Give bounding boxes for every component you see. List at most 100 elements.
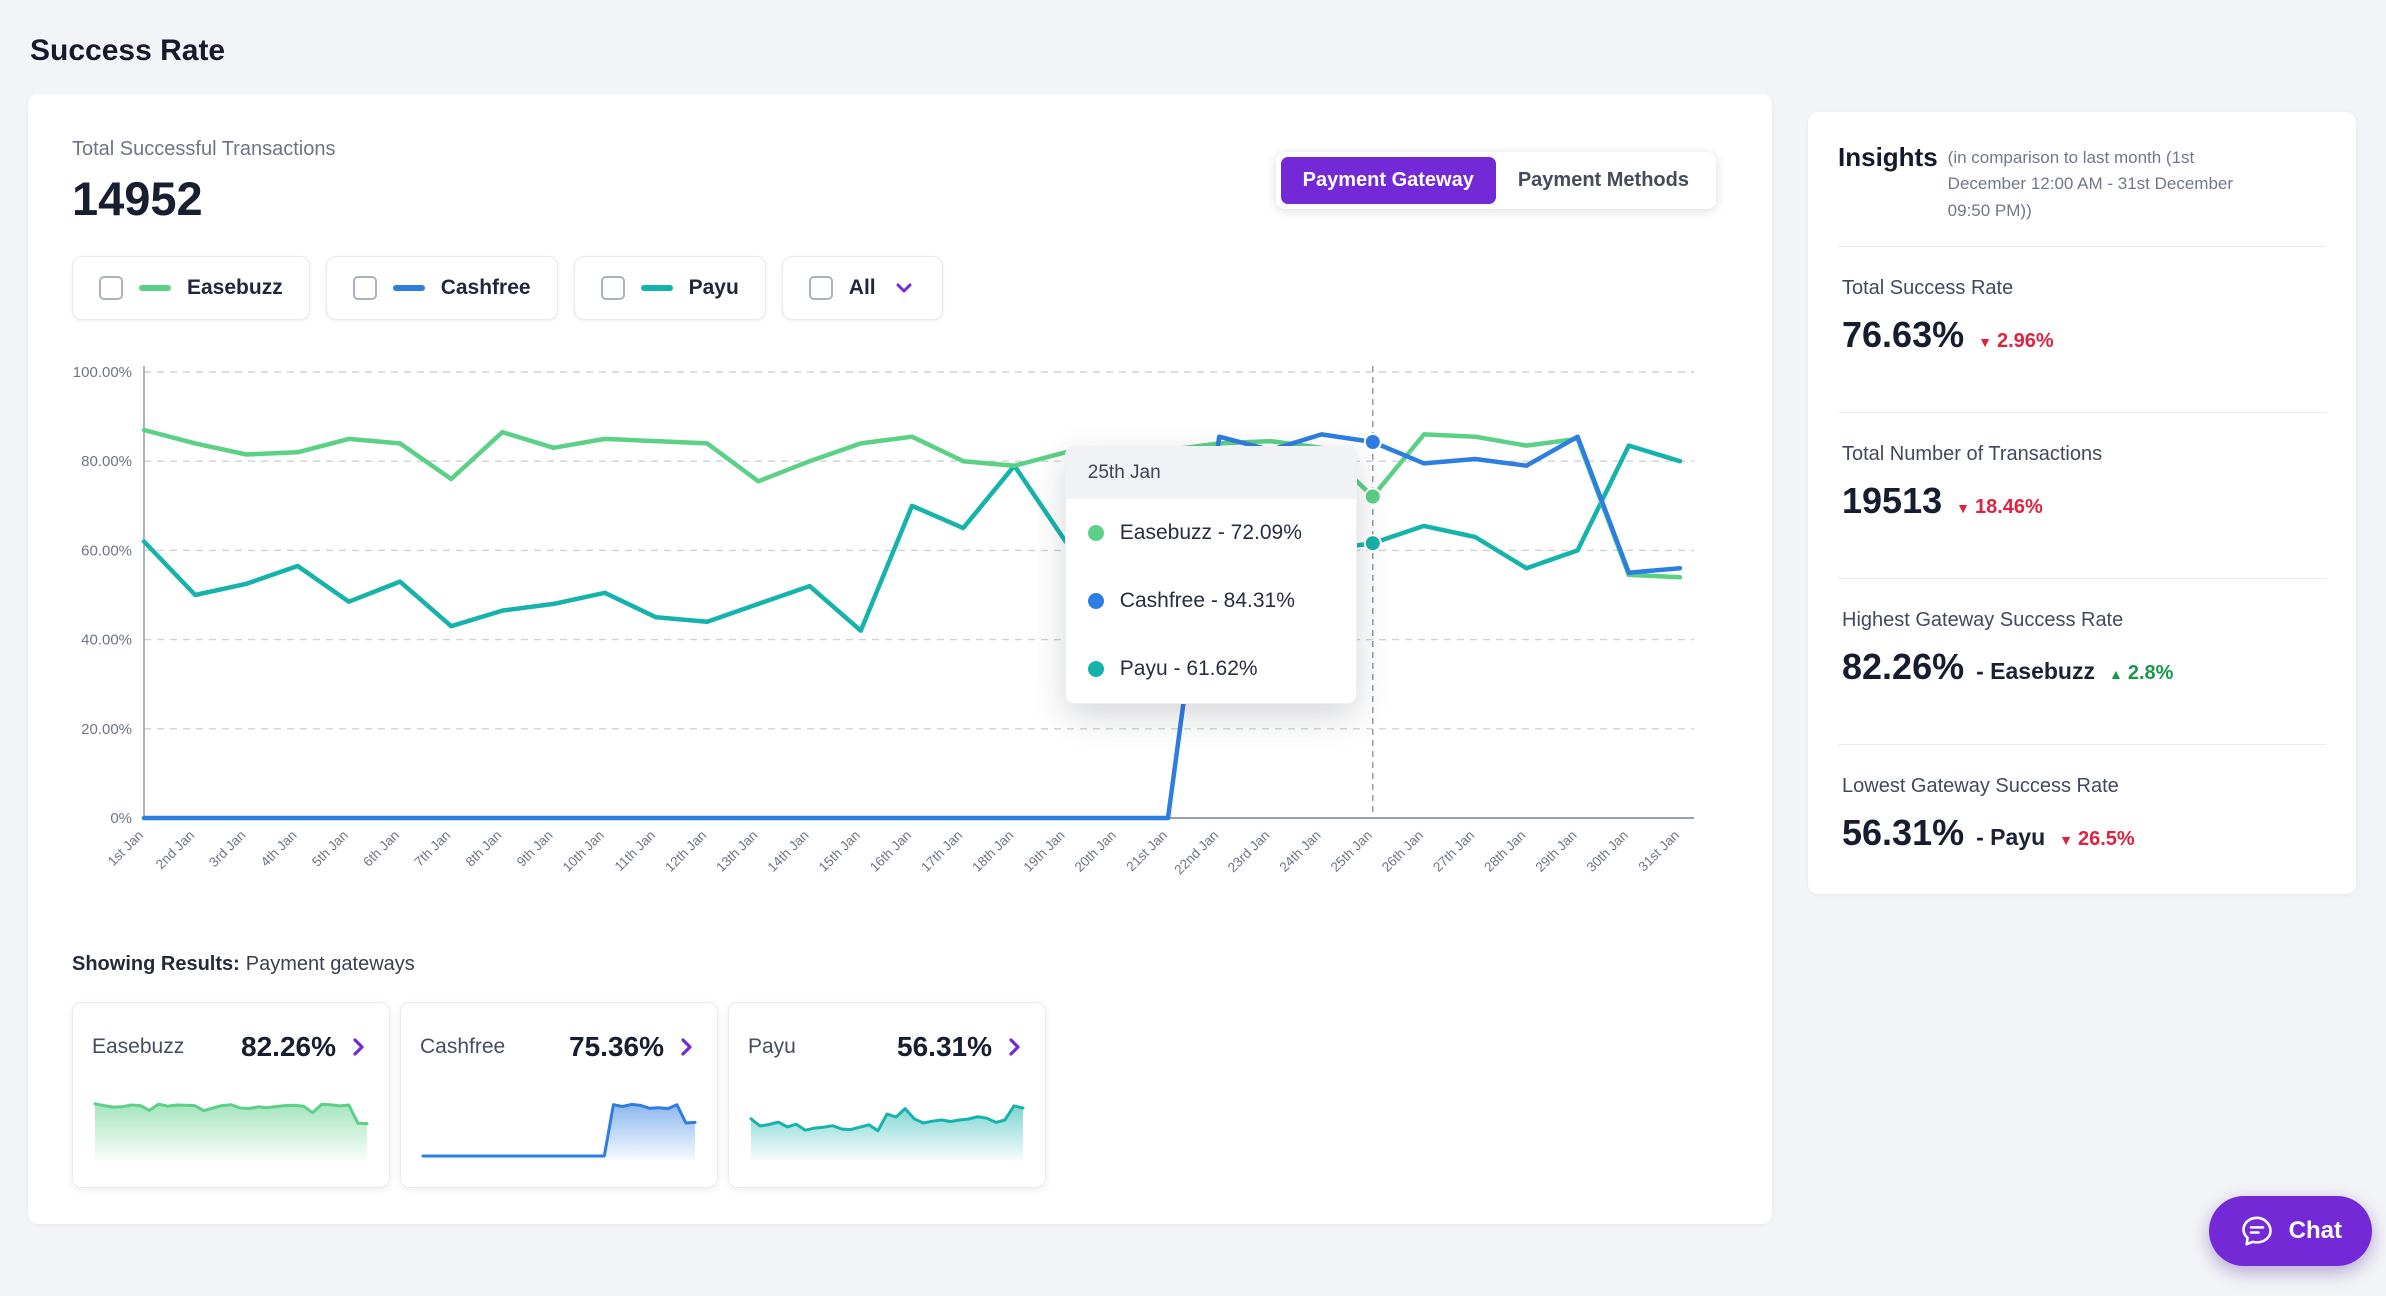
payu-legend-dash-icon — [640, 285, 673, 291]
showing-results: Showing Results: Payment gateways — [72, 953, 1716, 976]
payu-result-card[interactable]: Payu 56.31% — [728, 1002, 1046, 1188]
all-checkbox[interactable] — [808, 276, 833, 300]
filter-all[interactable]: All — [781, 256, 943, 320]
insight-gateway-name: - Payu — [1976, 824, 2046, 851]
svg-text:22nd Jan: 22nd Jan — [1171, 828, 1221, 878]
success-rate-chart[interactable]: 0% 20.00% 40.00% 60.00% 80.00% 100.00% 1st Jan… — [72, 356, 1716, 909]
card-header: Total Successful Transactions 14952 Paym… — [72, 138, 1716, 226]
svg-text:0%: 0% — [110, 810, 132, 827]
insight-value-row: 19513 ▼ 18.46% — [1842, 480, 2326, 522]
success-rate-card: Total Successful Transactions 14952 Paym… — [28, 94, 1772, 1224]
increase-icon: ▲ — [2108, 666, 2123, 683]
delta-value: 26.5% — [2078, 828, 2135, 851]
dashboard-layout: Total Successful Transactions 14952 Paym… — [0, 94, 2386, 1224]
delta-badge: ▼ 2.96% — [1978, 330, 2054, 353]
tab-payment-gateway[interactable]: Payment Gateway — [1280, 157, 1496, 204]
cashfree-checkbox[interactable] — [352, 276, 377, 300]
insight-gateway-name: - Easebuzz — [1976, 658, 2095, 685]
tab-payment-methods[interactable]: Payment Methods — [1496, 157, 1711, 204]
filter-cashfree[interactable]: Cashfree — [325, 256, 558, 320]
payu-checkbox[interactable] — [600, 276, 625, 300]
svg-text:5th Jan: 5th Jan — [309, 828, 351, 870]
cashfree-dot-icon — [1087, 593, 1104, 609]
tooltip-row-cashfree: Cashfree - 84.31% — [1066, 567, 1356, 635]
delta-badge: ▲ 2.8% — [2109, 662, 2173, 685]
insight-value: 56.31% — [1842, 812, 1965, 854]
gateway-name: Cashfree — [420, 1035, 506, 1058]
svg-text:29th Jan: 29th Jan — [1532, 828, 1579, 875]
showing-results-label: Showing Results: — [72, 953, 240, 975]
chevron-right-icon[interactable] — [346, 1035, 370, 1059]
svg-text:24th Jan: 24th Jan — [1276, 828, 1323, 875]
tooltip-date: 25th Jan — [1065, 447, 1356, 499]
svg-text:30th Jan: 30th Jan — [1584, 828, 1631, 875]
chart-tooltip: 25th Jan Easebuzz - 72.09% Cashfree - 84… — [1064, 446, 1357, 704]
cashfree-legend-dash-icon — [392, 285, 425, 291]
cashfree-result-card[interactable]: Cashfree 75.36% — [400, 1002, 718, 1188]
svg-text:15th Jan: 15th Jan — [816, 828, 863, 875]
easebuzz-result-card[interactable]: Easebuzz 82.26% — [72, 1002, 390, 1188]
chevron-right-icon[interactable] — [1002, 1035, 1026, 1059]
insight-label: Total Number of Transactions — [1842, 443, 2103, 466]
easebuzz-sparkline — [93, 1102, 369, 1160]
delta-value: 2.8% — [2127, 662, 2174, 685]
delta-value: 18.46% — [1974, 496, 2043, 519]
svg-text:20.00%: 20.00% — [81, 721, 132, 738]
divider — [1838, 412, 2326, 414]
insight-total-success-rate: Total Success Rate 76.63% ▼ 2.96% — [1838, 247, 2326, 390]
insights-title: Insights — [1838, 142, 1938, 172]
card-head: Easebuzz 82.26% — [92, 1031, 370, 1063]
tooltip-value: Payu - 61.62% — [1119, 657, 1258, 680]
svg-text:40.00%: 40.00% — [81, 632, 132, 649]
insight-value: 82.26% — [1842, 646, 1965, 688]
payu-sparkline — [749, 1104, 1025, 1160]
svg-text:11th Jan: 11th Jan — [612, 828, 659, 875]
insight-label: Lowest Gateway Success Rate — [1842, 775, 2119, 798]
chevron-right-icon[interactable] — [674, 1035, 698, 1059]
divider — [1838, 578, 2326, 580]
tooltip-row-payu: Payu - 61.62% — [1066, 635, 1356, 703]
svg-text:8th Jan: 8th Jan — [463, 828, 505, 870]
gateway-filters: Easebuzz Cashfree Payu All — [72, 256, 1716, 320]
insight-total-transactions: Total Number of Transactions 19513 ▼ 18.… — [1838, 413, 2326, 556]
view-toggle: Payment Gateway Payment Methods — [1275, 152, 1716, 209]
insight-label: Total Success Rate — [1842, 277, 2014, 300]
insight-value-row: 76.63% ▼ 2.96% — [1842, 314, 2326, 356]
filter-label: Payu — [688, 276, 739, 299]
insight-label: Highest Gateway Success Rate — [1842, 609, 2124, 632]
insights-panel: Insights (in comparison to last month (1… — [1808, 112, 2356, 895]
svg-text:80.00%: 80.00% — [81, 453, 132, 470]
card-head: Payu 56.31% — [748, 1031, 1026, 1063]
chat-icon — [2239, 1213, 2275, 1249]
svg-text:18th Jan: 18th Jan — [969, 828, 1016, 875]
gateway-rate: 75.36% — [569, 1031, 664, 1062]
gateway-name: Easebuzz — [92, 1035, 185, 1058]
gateway-rate: 82.26% — [241, 1031, 336, 1062]
tooltip-value: Cashfree - 84.31% — [1119, 589, 1295, 612]
chevron-down-icon[interactable] — [892, 276, 916, 300]
filter-label: Easebuzz — [187, 276, 283, 299]
svg-text:4th Jan: 4th Jan — [258, 828, 300, 870]
chat-button[interactable]: Chat — [2208, 1196, 2372, 1266]
svg-text:12th Jan: 12th Jan — [662, 828, 709, 875]
svg-text:1st Jan: 1st Jan — [105, 828, 146, 869]
svg-text:19th Jan: 19th Jan — [1020, 828, 1067, 875]
gateway-rate: 56.31% — [897, 1031, 992, 1062]
filter-easebuzz[interactable]: Easebuzz — [72, 256, 310, 320]
easebuzz-checkbox[interactable] — [99, 276, 123, 300]
tooltip-row-easebuzz: Easebuzz - 72.09% — [1066, 499, 1356, 567]
filter-label: All — [848, 276, 876, 299]
success-rate-line-chart[interactable]: 0% 20.00% 40.00% 60.00% 80.00% 100.00% 1st Jan… — [72, 356, 1712, 904]
svg-text:26th Jan: 26th Jan — [1379, 828, 1426, 875]
easebuzz-legend-dash-icon — [139, 285, 171, 291]
insights-header: Insights (in comparison to last month (1… — [1838, 142, 2326, 224]
gateway-name: Payu — [748, 1035, 796, 1058]
delta-badge: ▼ 18.46% — [1956, 496, 2043, 519]
filter-payu[interactable]: Payu — [573, 256, 766, 320]
svg-text:10th Jan: 10th Jan — [560, 828, 607, 875]
decrease-icon: ▼ — [1978, 334, 1992, 351]
delta-badge: ▼ 26.5% — [2059, 828, 2135, 851]
chat-label: Chat — [2288, 1217, 2342, 1244]
svg-text:21st Jan: 21st Jan — [1123, 828, 1170, 875]
svg-text:31st Jan: 31st Jan — [1635, 828, 1682, 875]
